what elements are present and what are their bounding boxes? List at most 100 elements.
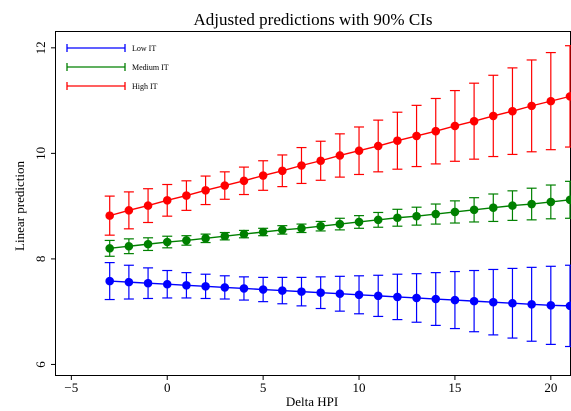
data-point	[297, 161, 306, 170]
y-tick-label: 6	[33, 361, 48, 368]
data-point	[354, 290, 364, 300]
data-point	[431, 126, 441, 136]
data-point	[373, 215, 383, 225]
x-tick-label: 20	[544, 380, 557, 395]
data-point	[316, 288, 325, 297]
data-point	[412, 211, 421, 221]
data-point	[450, 207, 460, 217]
data-point	[335, 289, 345, 299]
data-point	[297, 224, 306, 233]
data-point	[162, 237, 172, 247]
x-axis-label: Delta HPI	[286, 394, 338, 409]
data-point	[239, 229, 249, 239]
y-axis-label: Linear prediction	[12, 161, 27, 251]
data-point	[450, 121, 460, 131]
y-axis: 6 8 10 12	[33, 41, 56, 368]
data-point	[469, 116, 479, 126]
data-point	[124, 241, 134, 251]
chart-title: Adjusted predictions with 90% CIs	[194, 10, 433, 29]
data-point	[546, 96, 556, 106]
series-high-it	[104, 45, 571, 236]
data-point	[105, 276, 115, 286]
data-point	[354, 146, 364, 156]
data-point	[297, 287, 306, 296]
data-point	[182, 191, 191, 200]
data-point	[431, 294, 441, 304]
data-point	[488, 297, 498, 307]
data-point	[239, 284, 249, 293]
data-point	[201, 234, 210, 243]
x-tick-label: 15	[448, 380, 461, 395]
data-point	[105, 244, 115, 253]
data-point	[527, 199, 536, 209]
data-point	[373, 291, 383, 301]
x-tick-label: 5	[260, 380, 267, 395]
data-point	[508, 201, 517, 210]
data-point	[124, 277, 134, 287]
data-point	[527, 299, 536, 309]
data-point	[565, 92, 571, 101]
data-point	[431, 209, 441, 219]
legend: Low IT Medium IT High IT	[66, 44, 169, 91]
data-point	[488, 203, 498, 213]
data-point	[354, 217, 364, 227]
legend-label: Low IT	[132, 44, 156, 53]
data-point	[258, 227, 268, 237]
data-point	[182, 236, 191, 245]
data-point	[488, 111, 498, 121]
y-tick-label: 8	[33, 256, 48, 263]
data-point	[124, 206, 134, 215]
data-point	[412, 293, 421, 303]
data-point	[278, 286, 287, 295]
data-point	[565, 301, 571, 311]
data-point	[143, 239, 153, 249]
data-point	[546, 301, 556, 310]
data-point	[469, 296, 479, 306]
data-point	[508, 298, 517, 308]
x-tick-label: 0	[164, 380, 171, 395]
data-point	[239, 176, 249, 186]
data-point	[182, 280, 191, 290]
data-point	[143, 278, 153, 288]
data-point	[258, 171, 268, 180]
data-point	[565, 195, 571, 205]
data-point	[220, 231, 230, 241]
data-point	[508, 106, 517, 116]
data-point	[393, 136, 402, 146]
y-tick-label: 10	[33, 147, 48, 160]
data-point	[162, 279, 172, 289]
series-medium-it	[104, 180, 571, 257]
data-point	[469, 205, 479, 215]
data-point	[546, 197, 556, 207]
data-point	[143, 201, 153, 210]
data-point	[393, 213, 402, 223]
data-point	[412, 131, 421, 141]
data-point	[527, 101, 536, 111]
series-low-it	[104, 262, 571, 348]
x-tick-label: −5	[64, 380, 78, 395]
legend-label: Medium IT	[132, 63, 169, 72]
data-point	[393, 292, 402, 302]
data-point	[335, 219, 345, 229]
data-point	[220, 181, 230, 190]
data-point	[258, 285, 268, 294]
series-layer	[104, 45, 571, 348]
data-point	[105, 211, 115, 220]
data-point	[316, 156, 325, 166]
data-point	[201, 186, 210, 195]
data-point	[201, 282, 210, 291]
data-point	[335, 151, 345, 160]
plot-area: −5 0 5 10 15 20 6 8 10 12 Low IT Medium IT High IT	[33, 31, 571, 395]
x-axis: −5 0 5 10 15 20	[64, 375, 557, 395]
data-point	[278, 166, 287, 176]
data-point	[220, 283, 230, 292]
y-tick-label: 12	[33, 41, 48, 54]
legend-label: High IT	[132, 82, 158, 91]
data-point	[316, 221, 325, 231]
data-point	[278, 225, 287, 235]
x-tick-label: 10	[353, 380, 366, 395]
data-point	[162, 196, 172, 205]
data-point	[373, 141, 383, 151]
data-point	[450, 295, 460, 305]
